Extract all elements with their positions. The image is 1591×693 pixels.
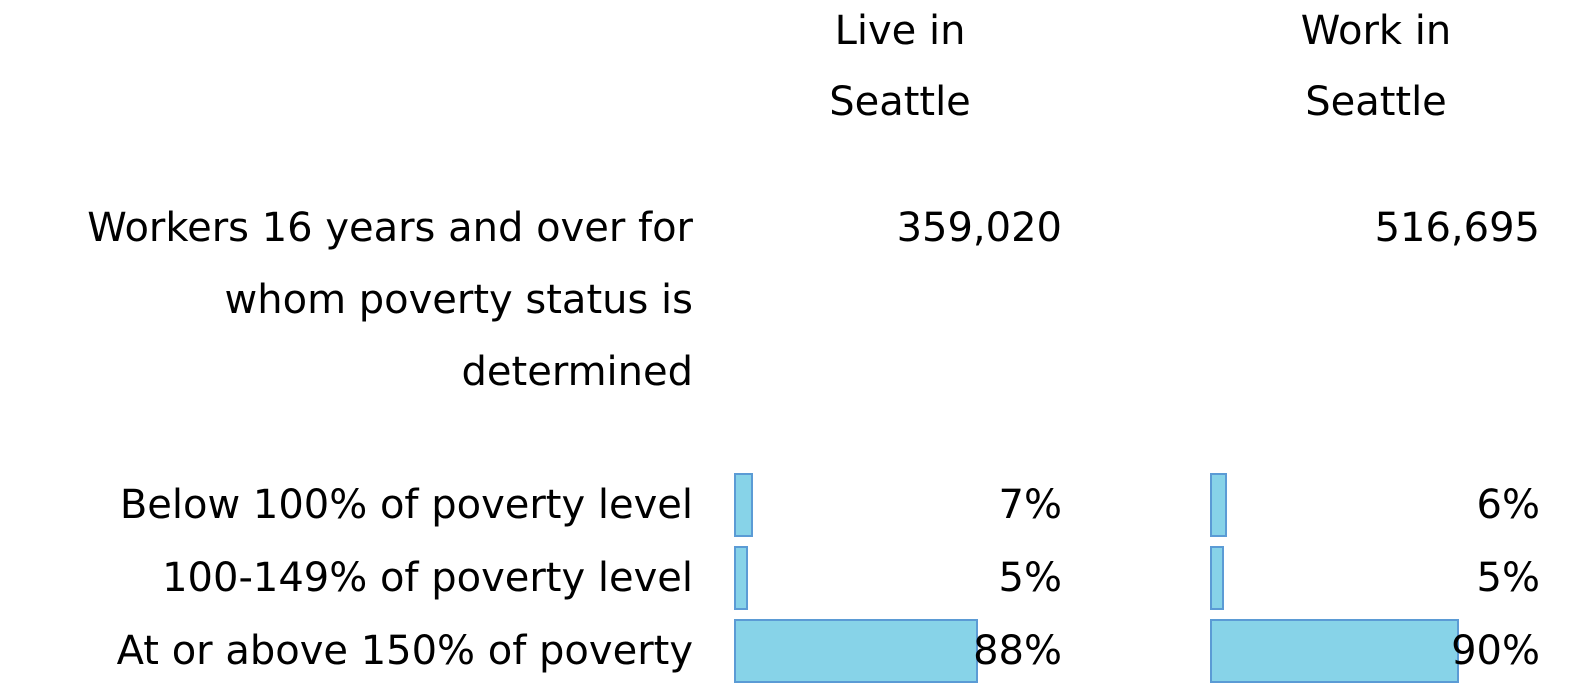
- cell: 88%: [973, 628, 1062, 674]
- row-label: 100-149% of poverty level: [162, 555, 693, 601]
- cell: 5%: [1476, 555, 1540, 601]
- cell: 7%: [998, 482, 1062, 528]
- data-bar: [1210, 619, 1460, 683]
- column-header: Live in Seattle: [829, 8, 971, 125]
- cell: 6%: [1476, 482, 1540, 528]
- data-bar: [734, 546, 748, 610]
- cell: 5%: [998, 555, 1062, 601]
- column-header: Work in Seattle: [1300, 8, 1452, 125]
- row-label: Below 100% of poverty level: [119, 482, 693, 528]
- cell: 359,020: [896, 205, 1062, 251]
- data-bar: [734, 619, 978, 683]
- data-bar: [1210, 473, 1227, 537]
- row-label: Workers 16 years and over for whom pover…: [87, 205, 693, 395]
- data-bar: [1210, 546, 1224, 610]
- data-bar: [734, 473, 754, 537]
- cell: 90%: [1451, 628, 1540, 674]
- cell: 516,695: [1374, 205, 1540, 251]
- row-label: At or above 150% of poverty: [116, 628, 693, 674]
